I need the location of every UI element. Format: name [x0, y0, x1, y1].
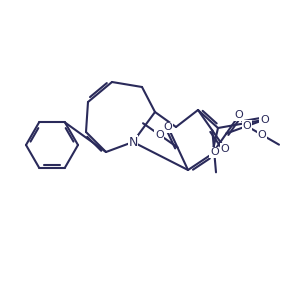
Text: N: N: [128, 136, 138, 148]
Text: O: O: [210, 147, 219, 158]
Text: O: O: [243, 121, 251, 131]
Text: O: O: [155, 130, 164, 140]
Text: O: O: [235, 110, 243, 121]
Text: O: O: [260, 115, 269, 125]
Text: O: O: [257, 130, 266, 140]
Text: O: O: [220, 143, 229, 154]
Text: O: O: [164, 122, 173, 132]
